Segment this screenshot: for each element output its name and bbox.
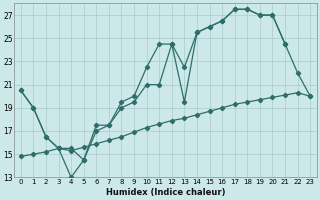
X-axis label: Humidex (Indice chaleur): Humidex (Indice chaleur) bbox=[106, 188, 225, 197]
